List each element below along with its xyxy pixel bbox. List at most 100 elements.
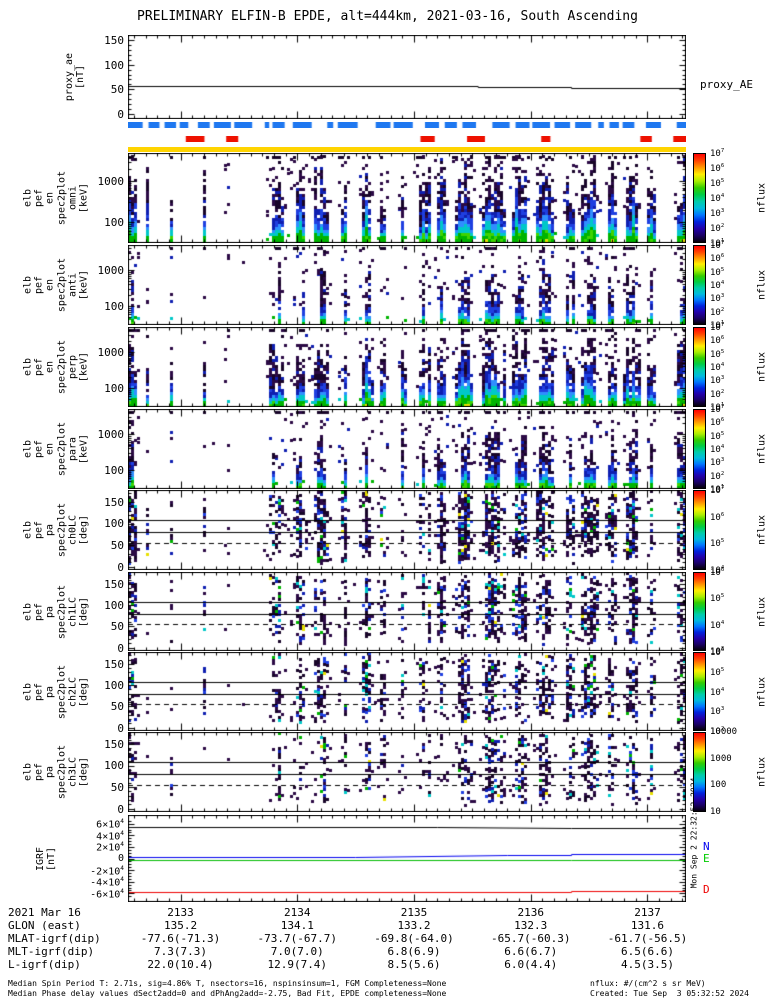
colorbar-ch0LC	[693, 490, 706, 570]
colorbar-tick-ch3LC-1: 1000	[710, 753, 732, 764]
ytick-perp-100: 100	[104, 382, 124, 396]
colorbar-title-ch1LC: nflux	[756, 596, 768, 627]
colorbar-tick-para-6: 101	[710, 484, 725, 495]
ytick-anti-100: 100	[104, 300, 124, 314]
spectrogram-canvas-ch0LC	[128, 490, 686, 570]
colorbar-tick-omni-1: 106	[710, 163, 725, 174]
igrf-canvas	[128, 815, 686, 902]
colorbar-title-ch3LC: nflux	[756, 756, 768, 788]
colorbar-tick-perp-1: 106	[710, 335, 725, 347]
ytick-ch1LC-50: 50	[110, 620, 124, 634]
colorbar-title-perp: nflux	[756, 351, 768, 383]
ytick-ch0LC-50: 50	[110, 539, 124, 552]
colorbar-tick-ch1LC-3: 103	[710, 646, 725, 657]
table-cell-r4c3: 6.0(4.4)	[504, 958, 558, 971]
blue-flag-bar	[128, 122, 686, 128]
table-cell-r0c3: 2136	[517, 906, 544, 919]
ytick-para-1000: 1000	[97, 428, 125, 442]
yellow-flag-bar	[128, 147, 686, 152]
colorbar-perp	[693, 327, 706, 407]
ylabel-omni: elb pef en spec2plot omni [keV]	[22, 170, 90, 226]
colorbar-ch1LC	[693, 572, 706, 651]
table-cell-r1c0: 135.2	[163, 919, 198, 932]
colorbar-tick-anti-0: 107	[710, 240, 725, 251]
colorbar-para	[693, 409, 706, 489]
table-cell-r1c3: 132.3	[514, 919, 548, 932]
ylabel-anti: elb pef en spec2plot anti [keV]	[22, 257, 90, 313]
footer-phase-delay-text: Median Phase delay values dSect2add=0 an…	[8, 989, 447, 998]
footer-nflux-units-text: nflux: #/(cm^2 s sr MeV)	[590, 979, 706, 988]
ytick-omni-100: 100	[104, 215, 124, 229]
ytick-ch3LC-150: 150	[104, 737, 124, 751]
table-cell-r4c1: 12.9(7.4)	[267, 958, 328, 971]
colorbar-tick-ch2LC-1: 105	[710, 666, 725, 678]
table-cell-r2c1: -73.7(-67.7)	[257, 932, 337, 945]
table-cell-r1c4: 131.6	[630, 919, 665, 932]
colorbar-tick-ch2LC-2: 104	[710, 686, 725, 698]
table-cell-r0c0: 2133	[167, 906, 194, 919]
ytick-ch2LC-0: 0	[117, 721, 124, 735]
ylabel-ch1LC: elb pef pa spec2plot ch1LC [deg]	[22, 584, 90, 639]
colorbar-tick-perp-4: 103	[710, 375, 725, 387]
table-cell-r3c1: 7.0(7.0)	[270, 945, 324, 958]
colorbar-tick-omni-4: 103	[710, 208, 725, 219]
table-cell-r4c4: 4.5(3.5)	[620, 958, 674, 971]
ytick-ch0LC-100: 100	[104, 517, 124, 531]
colorbar-ch2LC	[693, 652, 706, 731]
ytick-ch2LC-50: 50	[110, 700, 124, 714]
colorbar-tick-anti-4: 103	[710, 293, 725, 305]
table-cell-r1c2: 133.2	[397, 919, 431, 932]
ytick-igrf-0: 6×104	[96, 818, 124, 831]
ytick-igrf-2: 2×104	[96, 841, 124, 854]
igrf-line-label-D: D	[703, 883, 710, 896]
colorbar-tick-omni-2: 105	[710, 178, 725, 189]
table-cell-r0c2: 2135	[400, 906, 428, 919]
ylabel-ch3LC: elb pef pa spec2plot ch3LC [deg]	[22, 744, 90, 800]
colorbar-tick-omni-3: 104	[710, 193, 725, 204]
colorbar-tick-ch1LC-2: 104	[710, 619, 725, 631]
ytick-anti-1000: 1000	[97, 264, 125, 278]
table-cell-r3c0: 7.3(7.3)	[154, 945, 208, 958]
ytick-ch0LC-0: 0	[117, 560, 124, 574]
colorbar-tick-ch0LC-0: 107	[710, 485, 725, 496]
red-flag-bar	[128, 136, 686, 142]
colorbar-tick-omni-0: 107	[710, 148, 725, 159]
ytick-ch2LC-100: 100	[104, 679, 124, 693]
table-cell-r3c3: 6.6(6.7)	[504, 945, 558, 958]
ytick-ch1LC-100: 100	[104, 599, 124, 613]
table-cell-r2c4: -61.7(-56.5)	[607, 932, 688, 945]
table-row-label-0: 2021 Mar 16	[8, 906, 81, 919]
ytick-ch0LC-150: 150	[104, 495, 124, 509]
igrf-line-label-E: E	[703, 852, 710, 865]
colorbar-tick-ch0LC-3: 104	[710, 565, 725, 576]
ytick-ch3LC-0: 0	[117, 802, 124, 816]
spectrogram-canvas-anti	[128, 245, 686, 325]
colorbar-tick-ch2LC-0: 106	[710, 647, 725, 658]
colorbar-tick-ch1LC-1: 105	[710, 593, 725, 605]
colorbar-tick-anti-5: 102	[710, 306, 725, 318]
igrf-line-label-N: N	[703, 840, 710, 853]
spectrogram-canvas-ch1LC	[128, 572, 686, 651]
colorbar-tick-anti-2: 105	[710, 266, 725, 278]
footer-created-text: Created: Tue Sep 3 05:32:52 2024	[590, 989, 749, 998]
ylabel-ch0LC: elb pef pa spec2plot ch0LC [deg]	[22, 502, 90, 558]
table-cell-r1c1: 134.1	[280, 919, 314, 932]
table-row-label-4: L-igrf(dip)	[8, 958, 81, 971]
table-cell-r3c2: 6.8(6.9)	[387, 945, 441, 958]
ytick-ch1LC-150: 150	[104, 577, 124, 591]
ytick-ch2LC-150: 150	[104, 657, 124, 671]
colorbar-tick-anti-1: 106	[710, 253, 725, 265]
ytick-proxy-50: 50	[110, 83, 124, 97]
ytick-igrf-1: 4×104	[96, 829, 124, 843]
colorbar-tick-ch2LC-3: 103	[710, 706, 725, 718]
table-cell-r2c3: -65.7(-60.3)	[490, 932, 571, 945]
proxy-ae-canvas	[128, 35, 686, 119]
colorbar-tick-anti-3: 104	[710, 280, 725, 291]
colorbar-ch3LC	[693, 732, 706, 812]
spectrogram-canvas-omni	[128, 153, 686, 243]
spectrogram-canvas-perp	[128, 327, 686, 407]
colorbar-tick-ch2LC-4: 102	[710, 726, 725, 737]
ytick-ch3LC-50: 50	[110, 781, 124, 794]
table-cell-r0c4: 2137	[634, 906, 661, 919]
